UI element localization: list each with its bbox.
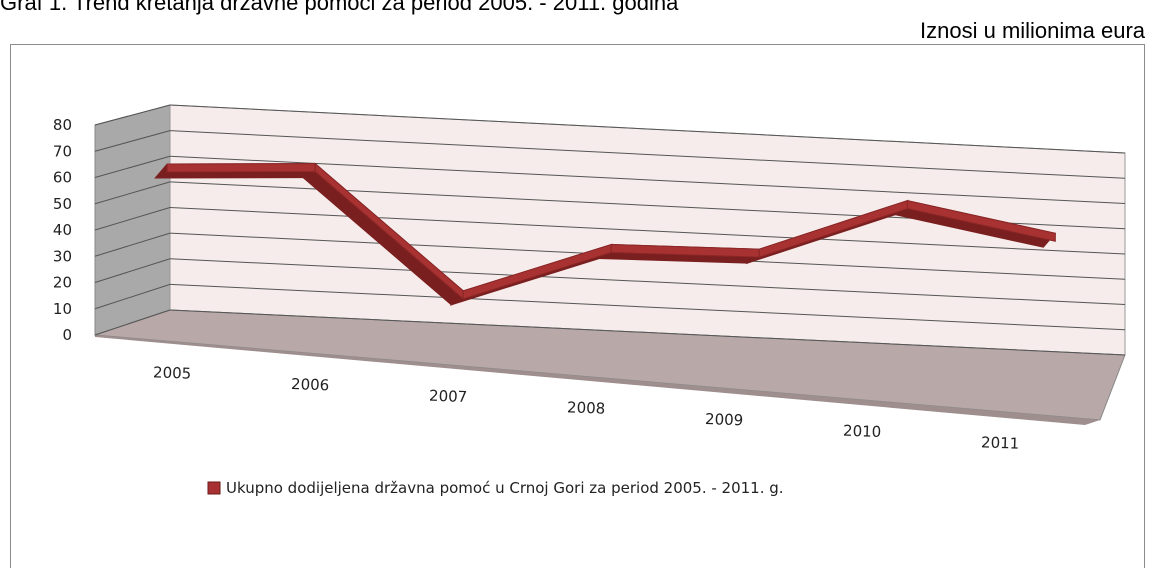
side-gridline xyxy=(94,283,171,310)
side-gridline xyxy=(94,232,171,257)
gridline xyxy=(169,258,1126,305)
side-gridline xyxy=(94,181,171,205)
side-gridline xyxy=(94,258,171,283)
y-tick-label: 80 xyxy=(53,116,72,134)
legend-label: Ukupno dodijeljena državna pomoć u Crnoj… xyxy=(226,479,784,497)
x-tick-label: 2008 xyxy=(567,398,606,417)
gridline xyxy=(169,309,1126,356)
floor-front-edge xyxy=(95,335,1100,425)
gridline xyxy=(169,283,1126,331)
side-gridline xyxy=(94,130,171,152)
x-tick-label: 2010 xyxy=(843,422,882,441)
legend-swatch xyxy=(207,481,221,495)
y-tick-label: 30 xyxy=(53,247,72,265)
y-tick-label: 10 xyxy=(53,300,72,318)
side-gridline xyxy=(94,104,171,126)
x-tick-label: 2009 xyxy=(705,410,744,429)
y-tick-label: 0 xyxy=(62,326,72,344)
y-tick-label: 50 xyxy=(53,195,72,213)
side-gridline xyxy=(94,207,171,231)
series-segment xyxy=(906,200,1056,242)
y-tick-label: 70 xyxy=(53,142,72,160)
x-tick-label: 2005 xyxy=(153,363,192,382)
x-tick-label: 2006 xyxy=(291,375,330,394)
gridline xyxy=(169,155,1126,204)
side-gridline xyxy=(94,155,171,178)
gridline xyxy=(169,104,1126,154)
y-tick-label: 60 xyxy=(53,169,72,187)
gridline xyxy=(169,207,1126,255)
x-tick-label: 2011 xyxy=(981,433,1020,452)
y-tick-label: 40 xyxy=(53,221,72,239)
series-segment xyxy=(166,163,316,173)
units-label: Iznosi u milionima eura xyxy=(920,18,1145,43)
side-gridline xyxy=(94,309,171,336)
x-tick-label: 2007 xyxy=(429,387,468,406)
chart-caption: Graf 1. Trend kretanja državne pomoći za… xyxy=(0,0,679,15)
y-tick-label: 20 xyxy=(53,274,72,292)
gridline xyxy=(169,130,1126,179)
side-wall xyxy=(94,104,171,336)
